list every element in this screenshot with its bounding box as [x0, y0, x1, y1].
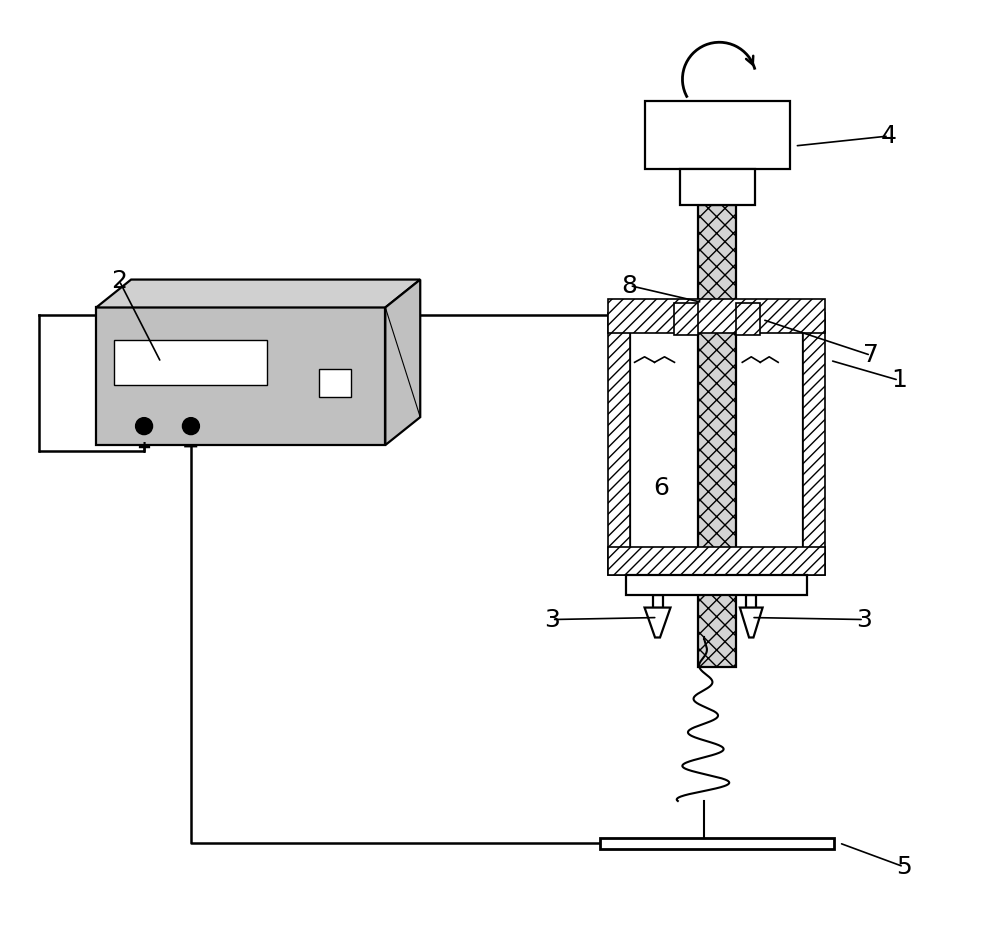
- Text: 3: 3: [856, 607, 872, 631]
- Bar: [608, 313, 630, 575]
- Bar: [319, 369, 351, 397]
- Bar: [674, 303, 698, 336]
- Bar: [698, 205, 736, 668]
- Text: 7: 7: [863, 343, 879, 367]
- Circle shape: [182, 418, 199, 434]
- Bar: [680, 169, 755, 205]
- Polygon shape: [740, 607, 763, 637]
- Bar: [608, 299, 825, 333]
- Text: 6: 6: [654, 476, 670, 500]
- Bar: [746, 594, 756, 607]
- Polygon shape: [385, 280, 420, 445]
- Bar: [114, 340, 267, 384]
- Bar: [645, 101, 790, 169]
- Text: 1: 1: [891, 368, 907, 392]
- Text: +: +: [137, 439, 152, 457]
- Bar: [600, 838, 834, 849]
- Circle shape: [136, 418, 153, 434]
- Text: 3: 3: [544, 607, 560, 631]
- Bar: [803, 313, 825, 575]
- Polygon shape: [96, 280, 420, 308]
- Text: −: −: [182, 437, 200, 457]
- Polygon shape: [645, 607, 670, 637]
- Text: 5: 5: [896, 855, 912, 879]
- Bar: [630, 313, 803, 575]
- Bar: [626, 575, 807, 594]
- Bar: [96, 308, 385, 445]
- Bar: [736, 303, 760, 336]
- Text: 4: 4: [881, 124, 897, 148]
- Bar: [653, 594, 663, 607]
- Text: 8: 8: [622, 273, 638, 298]
- Bar: [608, 547, 825, 575]
- Text: 2: 2: [111, 269, 127, 293]
